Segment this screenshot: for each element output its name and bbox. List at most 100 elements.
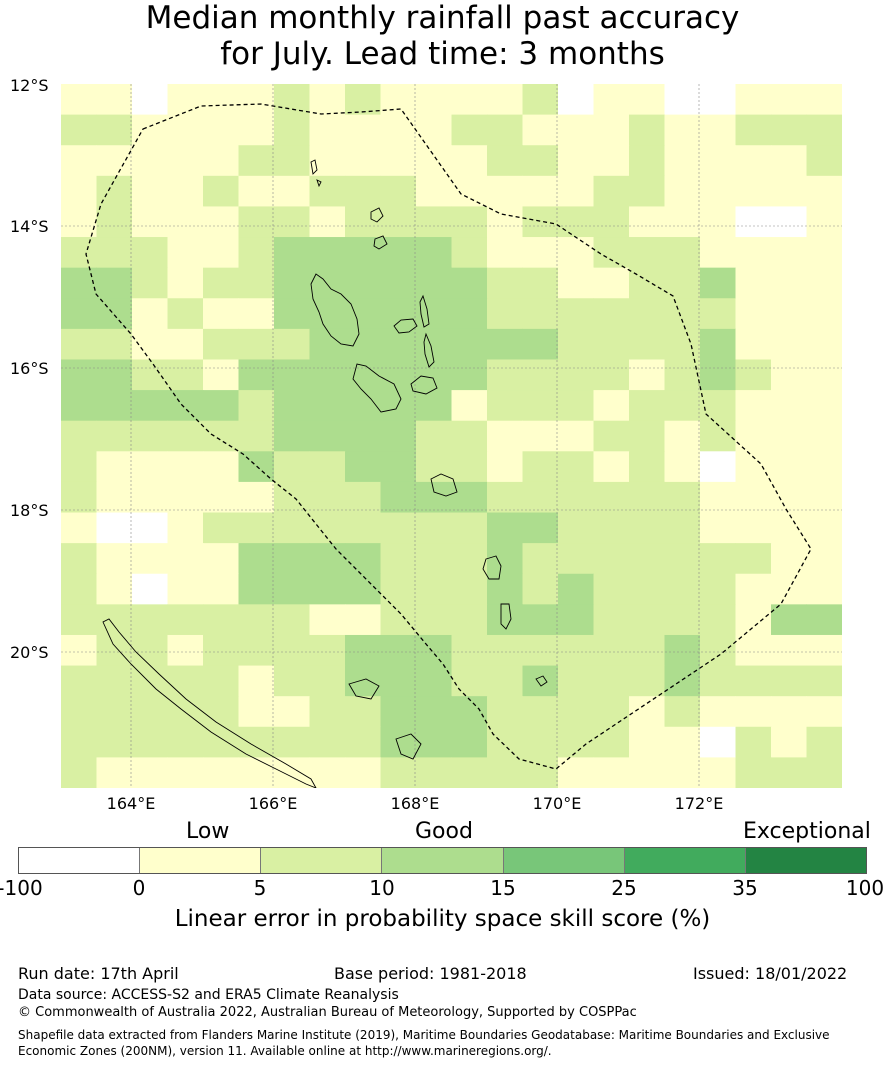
skill-cell bbox=[203, 145, 239, 177]
skill-cell bbox=[451, 175, 488, 207]
skill-cell bbox=[735, 696, 772, 728]
skill-cell bbox=[593, 206, 630, 238]
skill-cell bbox=[274, 604, 310, 636]
skill-cell bbox=[487, 573, 523, 605]
skill-cell bbox=[522, 237, 559, 269]
skill-cell bbox=[487, 145, 523, 177]
skill-cell bbox=[96, 481, 133, 514]
skill-cell bbox=[664, 573, 701, 605]
skill-cell bbox=[167, 573, 204, 605]
skill-cell bbox=[345, 328, 381, 360]
skill-cell bbox=[238, 390, 275, 422]
skill-cell bbox=[629, 451, 665, 483]
lat-label-18s: 18°S bbox=[10, 501, 49, 520]
skill-cell bbox=[309, 328, 346, 360]
skill-cell bbox=[416, 696, 452, 728]
skill-cell bbox=[167, 328, 204, 360]
skill-cell bbox=[735, 512, 772, 544]
skill-cell bbox=[522, 481, 559, 514]
skill-cell bbox=[522, 757, 559, 788]
skill-cell bbox=[664, 390, 701, 422]
skill-cell bbox=[132, 451, 168, 483]
skill-cell bbox=[274, 573, 310, 605]
skill-cell bbox=[132, 604, 168, 636]
skill-cell bbox=[735, 757, 772, 788]
skill-cell bbox=[380, 451, 417, 483]
skill-cell bbox=[806, 328, 842, 360]
rainfall-skill-map bbox=[61, 84, 842, 788]
data-source: Data source: ACCESS-S2 and ERA5 Climate … bbox=[18, 987, 399, 1003]
skill-cell bbox=[806, 665, 842, 697]
skill-cell bbox=[274, 237, 310, 269]
skill-cell bbox=[96, 84, 133, 116]
skill-cell bbox=[380, 696, 417, 728]
skill-cell bbox=[380, 359, 417, 391]
malekula-island bbox=[352, 363, 402, 413]
skill-cell bbox=[629, 481, 665, 514]
skill-cell bbox=[238, 604, 275, 636]
skill-cell bbox=[61, 114, 97, 146]
skill-cell bbox=[274, 328, 310, 360]
skill-cell bbox=[416, 634, 452, 667]
skill-cell bbox=[238, 420, 275, 452]
skill-cell bbox=[664, 298, 701, 330]
skill-cell bbox=[451, 328, 488, 360]
skill-cell bbox=[629, 420, 665, 452]
skill-cell bbox=[61, 696, 97, 728]
skill-cell bbox=[167, 175, 204, 207]
skill-cell bbox=[96, 420, 133, 452]
chart-title-line1: Median monthly rainfall past accuracy bbox=[145, 0, 740, 36]
skill-cell bbox=[238, 573, 275, 605]
skill-cell bbox=[522, 726, 559, 758]
lon-label-164e: 164°E bbox=[106, 794, 156, 813]
skill-cell bbox=[96, 206, 133, 238]
skill-cell bbox=[132, 328, 168, 360]
skill-cell bbox=[345, 696, 381, 728]
skill-cell bbox=[735, 573, 772, 605]
skill-cell bbox=[451, 634, 488, 667]
skill-cell bbox=[558, 328, 594, 360]
skill-cell bbox=[629, 328, 665, 360]
lon-label-166e: 166°E bbox=[248, 794, 298, 813]
skill-cell bbox=[132, 237, 168, 269]
skill-cell bbox=[416, 359, 452, 391]
colorbar-label: Linear error in probability space skill … bbox=[174, 906, 711, 932]
skill-cell bbox=[593, 84, 630, 116]
skill-cell bbox=[771, 665, 807, 697]
skill-cell bbox=[664, 543, 701, 575]
skill-cell bbox=[558, 451, 594, 483]
skill-cell bbox=[238, 237, 275, 269]
banks-islands bbox=[370, 207, 388, 250]
skill-cell bbox=[274, 206, 310, 238]
skill-cell bbox=[806, 604, 842, 636]
skill-cell bbox=[203, 420, 239, 452]
skill-cell bbox=[664, 359, 701, 391]
skill-cell bbox=[558, 634, 594, 667]
skill-cell bbox=[771, 726, 807, 758]
skill-cell bbox=[345, 420, 381, 452]
skill-cell bbox=[61, 267, 97, 299]
small-island-lizard bbox=[535, 675, 548, 687]
skill-cell bbox=[96, 328, 133, 360]
skill-cell bbox=[735, 206, 772, 238]
skill-cell bbox=[806, 420, 842, 452]
colorbar-segment-7 bbox=[745, 848, 866, 873]
skill-cell bbox=[345, 237, 381, 269]
skill-cell bbox=[380, 665, 417, 697]
skill-cell bbox=[380, 512, 417, 544]
skill-cell bbox=[61, 543, 97, 575]
skill-cell bbox=[203, 726, 239, 758]
skill-cell bbox=[487, 175, 523, 207]
skill-cell bbox=[61, 390, 97, 422]
skill-cell bbox=[96, 573, 133, 605]
skill-cell bbox=[771, 390, 807, 422]
skill-cell bbox=[345, 604, 381, 636]
skill-cell bbox=[522, 696, 559, 728]
skill-cell bbox=[451, 390, 488, 422]
colorbar-segment-6 bbox=[624, 848, 746, 873]
skill-cell bbox=[238, 114, 275, 146]
colorbar-tick: 10 bbox=[369, 876, 395, 900]
skill-cell bbox=[451, 84, 488, 116]
skill-cell bbox=[558, 512, 594, 544]
skill-cell bbox=[380, 757, 417, 788]
